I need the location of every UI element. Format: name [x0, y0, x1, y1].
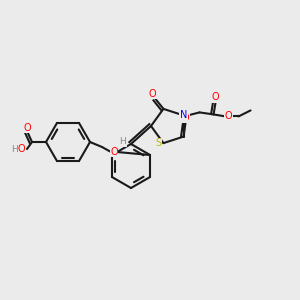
Text: O: O [148, 89, 156, 99]
Text: O: O [110, 147, 118, 157]
Text: H: H [11, 145, 17, 154]
Text: H: H [120, 137, 126, 146]
Text: O: O [225, 111, 232, 122]
Text: O: O [23, 123, 31, 133]
Text: O: O [212, 92, 219, 102]
Text: S: S [155, 138, 161, 148]
Text: N: N [180, 110, 187, 120]
Text: O: O [182, 112, 189, 123]
Text: O: O [17, 144, 25, 154]
